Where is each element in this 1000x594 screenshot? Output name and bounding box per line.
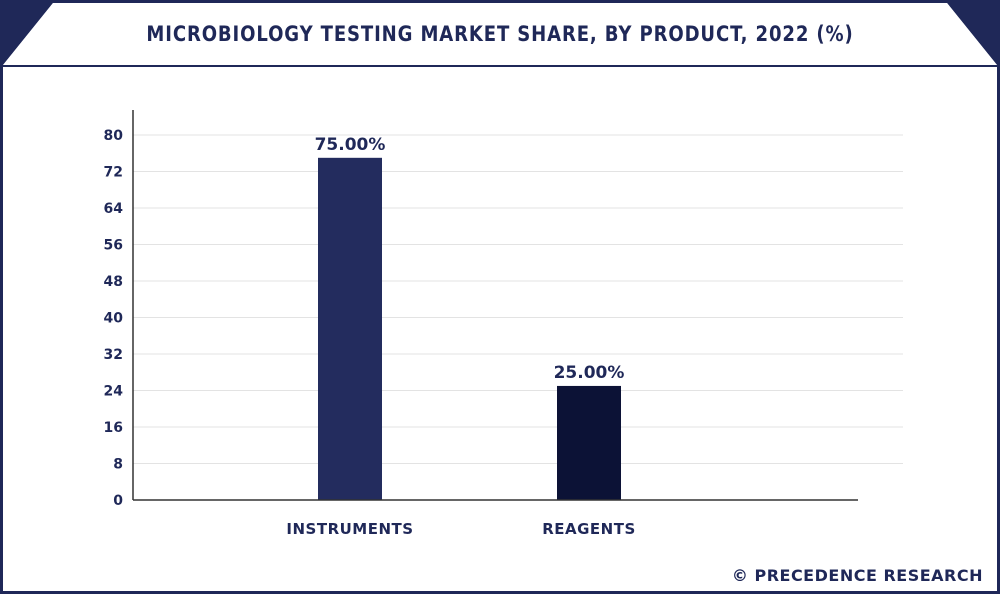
y-tick-label: 48 xyxy=(104,274,123,290)
y-tick-label: 72 xyxy=(104,165,123,181)
y-tick-label: 24 xyxy=(104,384,124,400)
y-tick-label: 8 xyxy=(113,457,123,473)
data-label: 75.00% xyxy=(315,135,386,155)
y-tick-label: 32 xyxy=(104,347,123,363)
y-tick-label: 16 xyxy=(104,420,123,436)
category-labels: INSTRUMENTS REAGENTS xyxy=(286,520,635,535)
chart-title: MICROBIOLOGY TESTING MARKET SHARE, BY PR… xyxy=(146,22,854,46)
bars: 75.00% 25.00% xyxy=(315,135,625,500)
header-band: MICROBIOLOGY TESTING MARKET SHARE, BY PR… xyxy=(3,3,997,67)
y-axis-ticks: 0 8 16 24 32 40 48 56 64 72 80 xyxy=(104,128,124,509)
data-label: 25.00% xyxy=(554,363,625,383)
source-credit: © PRECEDENCE RESEARCH xyxy=(731,566,983,585)
y-tick-label: 80 xyxy=(104,128,124,144)
x-category-label: REAGENTS xyxy=(542,520,636,535)
bar-chart: 0 8 16 24 32 40 48 56 64 72 80 75.00% 25.00% INSTRU… xyxy=(104,110,903,535)
y-tick-label: 56 xyxy=(104,238,123,254)
bar-reagents xyxy=(557,385,621,500)
x-category-label: INSTRUMENTS xyxy=(286,520,413,535)
bar-instruments xyxy=(318,157,382,500)
y-tick-label: 40 xyxy=(104,311,124,327)
header-decoration xyxy=(3,3,997,65)
header-title-tab xyxy=(3,3,997,65)
y-tick-label: 64 xyxy=(104,201,124,217)
gridlines xyxy=(133,134,903,464)
y-tick-label: 0 xyxy=(113,493,123,509)
